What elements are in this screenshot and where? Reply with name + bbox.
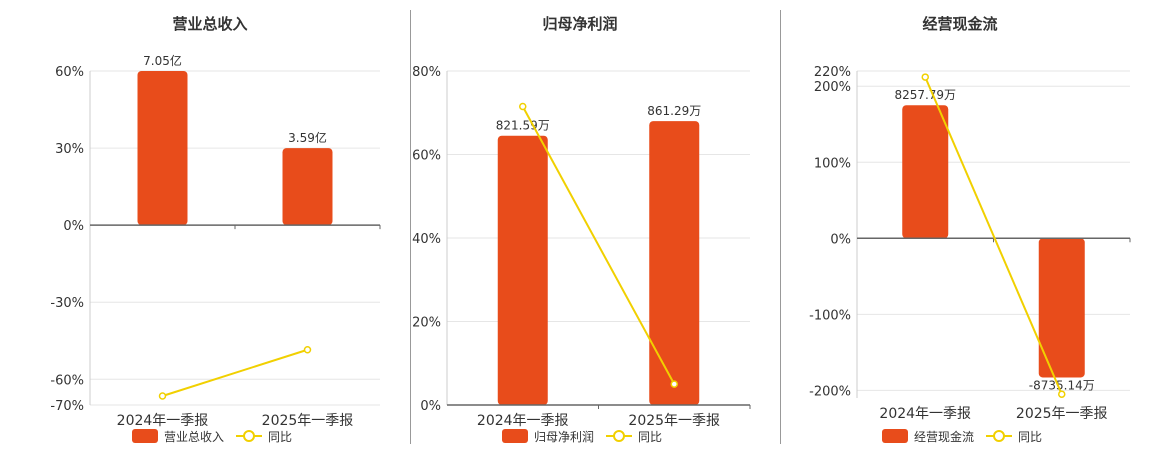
line-point: [158, 392, 167, 400]
y-tick-label: 100%: [814, 156, 851, 171]
y-tick-label: -70%: [50, 399, 84, 414]
bar-data-label: 861.29万: [647, 104, 701, 118]
bar: [649, 121, 700, 405]
bar-data-label: -8735.14万: [1029, 378, 1095, 392]
x-tick-label: 2024年一季报: [879, 406, 971, 422]
panel-divider: [410, 10, 411, 444]
y-tick-label: 30%: [55, 142, 84, 157]
x-tick-label: 2025年一季报: [1016, 406, 1108, 422]
y-tick-label: 220%: [814, 65, 851, 80]
y-tick-label: -200%: [809, 384, 851, 399]
legend-label: 同比: [268, 430, 292, 444]
bar-data-label: 3.59亿: [288, 130, 327, 145]
legend-swatch-bar: [132, 429, 158, 443]
y-tick-label: 20%: [412, 316, 441, 331]
series-line-yoy: [162, 348, 308, 397]
y-tick-label: -60%: [50, 373, 84, 388]
chart-panel-1: 营业总收入 60% 30% 0% -30% -60% -70% 7.05亿 2024年一季报 3.…: [50, 15, 381, 444]
y-tick-label: 0%: [420, 399, 441, 414]
line-point: [1058, 390, 1066, 398]
y-tick-label: 0%: [63, 219, 84, 234]
y-tick-label: 60%: [55, 65, 84, 80]
y-tick-label: 60%: [412, 149, 441, 164]
chart-title: 经营现金流: [922, 15, 997, 33]
legend-label: 同比: [638, 430, 662, 444]
y-tick-label: 80%: [412, 65, 441, 80]
chart-title: 营业总收入: [172, 15, 247, 33]
bar-data-label: 7.05亿: [143, 53, 182, 68]
line-point: [303, 346, 312, 354]
series-line-yoy: [924, 76, 1063, 395]
x-tick-label: 2024年一季报: [477, 413, 569, 429]
legend-label: 同比: [1018, 430, 1042, 444]
bar: [902, 105, 949, 239]
legend-label: 营业总收入: [164, 430, 224, 444]
legend-swatch-marker: [243, 430, 255, 442]
series-line-yoy: [521, 106, 676, 385]
legend-label: 经营现金流: [914, 429, 974, 444]
legend-swatch-bar: [882, 429, 908, 443]
chart-panel-3: 经营现金流 220%200% 100% 0% -100% -200% 8257.79万 202…: [809, 15, 1131, 444]
y-tick-label: 40%: [412, 232, 441, 247]
line-point: [519, 102, 527, 111]
legend-swatch-marker: [613, 430, 625, 442]
bar-data-label: 821.59万: [496, 119, 550, 133]
legend-swatch-bar: [502, 429, 528, 443]
legend-label: 归母净利润: [534, 430, 594, 444]
y-tick-label: 0%: [830, 232, 851, 247]
bar: [497, 135, 548, 405]
bar: [282, 148, 333, 226]
bar-data-label: 8257.79万: [894, 88, 956, 102]
y-tick-label: -100%: [809, 308, 851, 323]
legend-swatch-marker: [993, 430, 1005, 442]
panel-divider: [780, 10, 781, 444]
x-tick-label: 2025年一季报: [628, 413, 720, 429]
y-tick-label: 200%: [814, 80, 851, 95]
bar: [137, 71, 188, 226]
chart-panel-2: 归母净利润 80% 60% 40% 20% 0% 821.59万 2024年一季报 861.29…: [412, 15, 751, 444]
x-tick-label: 2025年一季报: [262, 413, 354, 429]
line-point: [921, 73, 929, 81]
chart-title: 归母净利润: [542, 15, 617, 33]
bar: [1038, 238, 1085, 378]
y-tick-label: -30%: [50, 296, 84, 311]
x-tick-label: 2024年一季报: [117, 413, 209, 429]
line-point: [670, 380, 678, 388]
